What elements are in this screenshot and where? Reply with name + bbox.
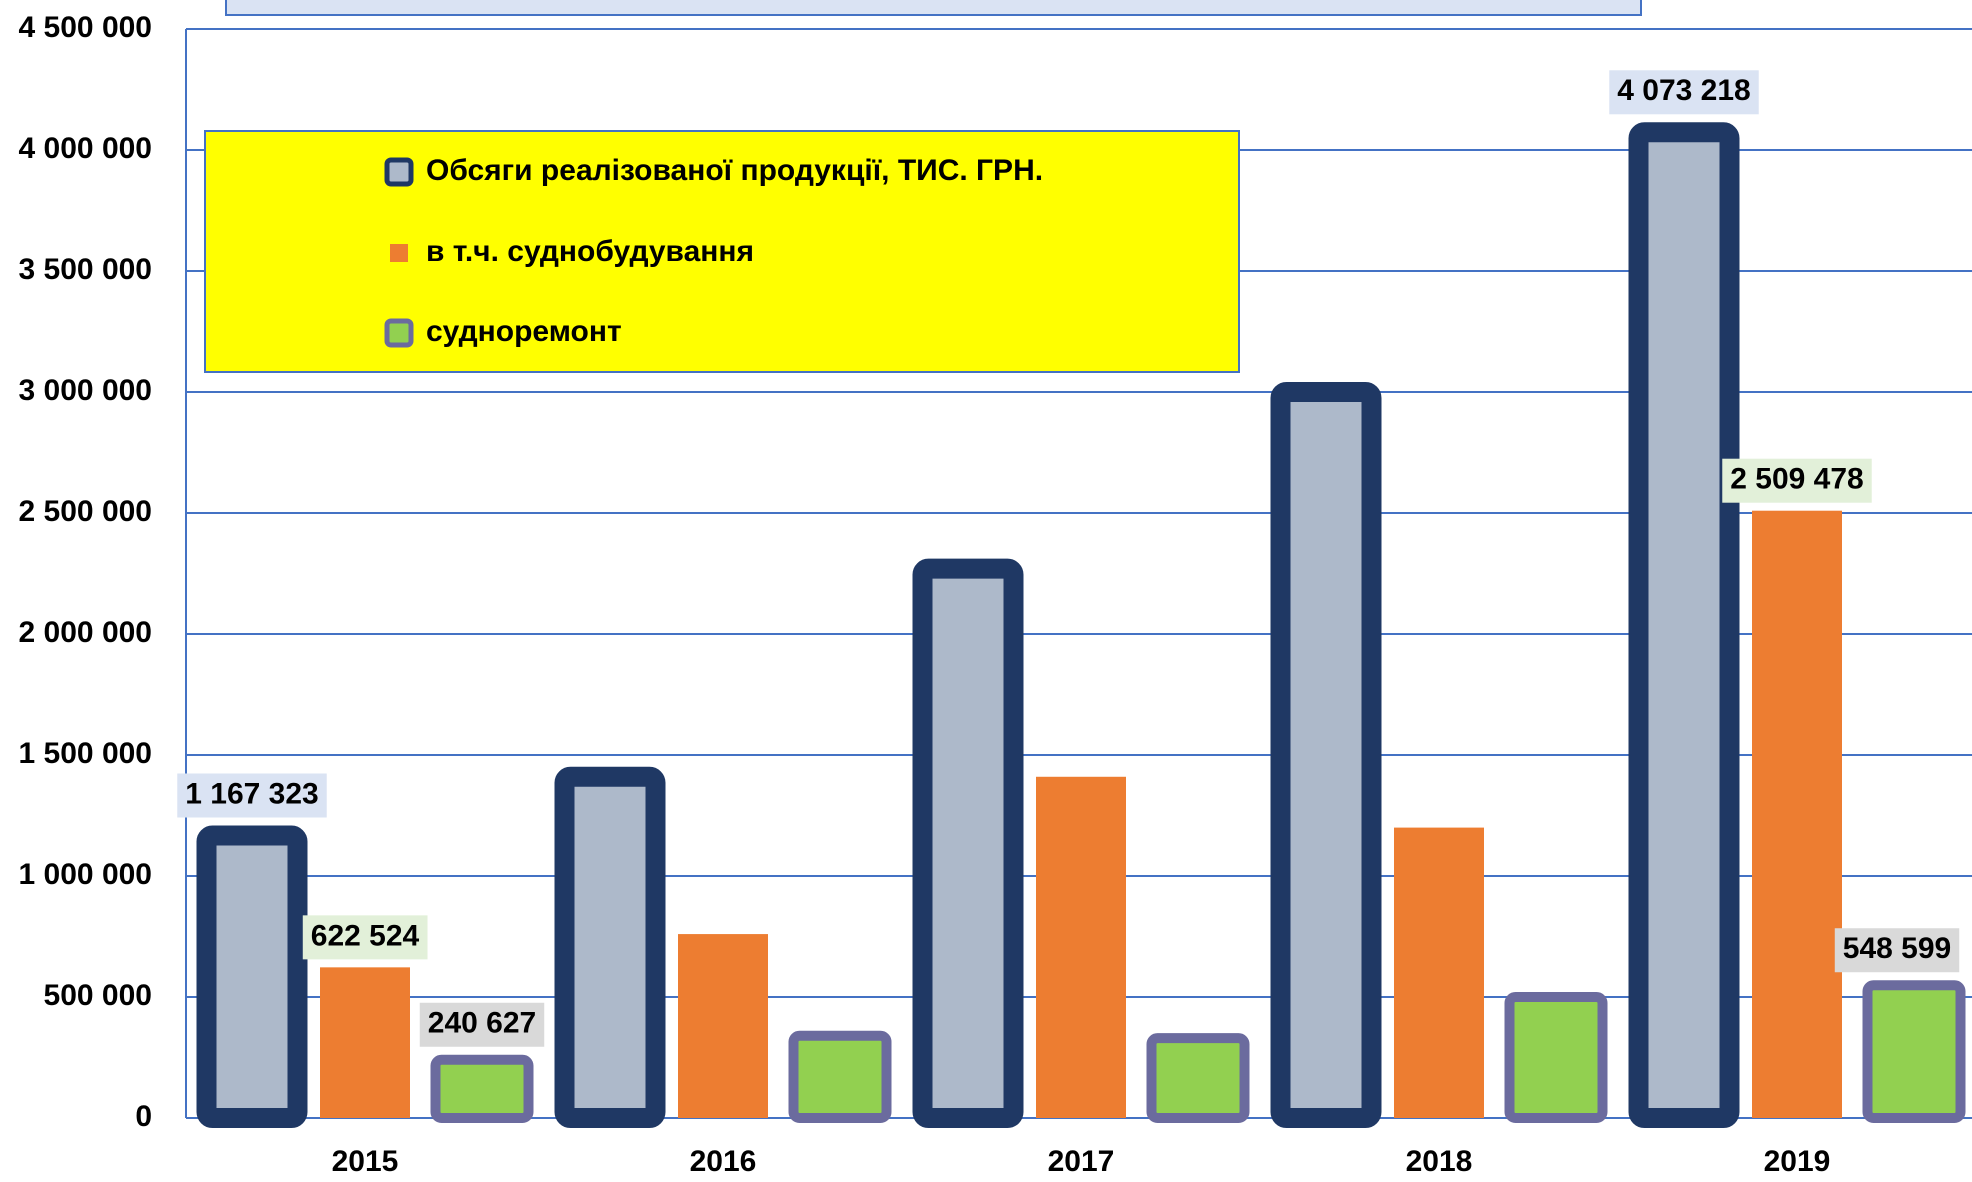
bar bbox=[788, 1030, 892, 1123]
legend-marker bbox=[384, 318, 414, 348]
value-label: 2 509 478 bbox=[1730, 463, 1863, 496]
bar bbox=[430, 1054, 534, 1124]
y-tick-label: 0 bbox=[135, 1100, 152, 1133]
y-tick-label: 2 500 000 bbox=[19, 495, 152, 528]
bar bbox=[1752, 510, 1842, 1119]
bar bbox=[912, 558, 1024, 1128]
value-label-box bbox=[419, 1002, 545, 1047]
x-tick-label: 2019 bbox=[1764, 1145, 1831, 1178]
value-label-box bbox=[177, 773, 327, 818]
legend-label: Обсяги реалізованої продукції, ТИС. ГРН. bbox=[426, 154, 1043, 187]
bar bbox=[196, 825, 308, 1128]
y-tick-label: 4 000 000 bbox=[19, 132, 152, 165]
value-label-box bbox=[1609, 70, 1759, 115]
y-tick-label: 1 500 000 bbox=[19, 737, 152, 770]
y-tick-label: 1 000 000 bbox=[19, 858, 152, 891]
y-tick-label: 4 500 000 bbox=[19, 11, 152, 44]
bar bbox=[1504, 992, 1608, 1123]
x-tick-label: 2017 bbox=[1048, 1145, 1115, 1178]
value-label: 240 627 bbox=[428, 1007, 536, 1040]
x-tick-label: 2015 bbox=[332, 1145, 399, 1178]
bar bbox=[320, 967, 410, 1118]
value-label: 4 073 218 bbox=[1617, 74, 1750, 107]
legend-marker bbox=[384, 157, 414, 187]
bar bbox=[1146, 1033, 1250, 1124]
value-label-box bbox=[1834, 928, 1960, 973]
y-tick-label: 3 500 000 bbox=[19, 253, 152, 286]
y-tick-label: 3 000 000 bbox=[19, 374, 152, 407]
bar bbox=[1036, 776, 1126, 1118]
bar bbox=[1628, 122, 1740, 1128]
legend-label: в т.ч. суднобудування bbox=[426, 235, 754, 268]
bar bbox=[1862, 980, 1966, 1123]
legend-box bbox=[204, 130, 1240, 373]
value-label: 1 167 323 bbox=[185, 777, 318, 810]
legend-marker bbox=[390, 244, 408, 262]
y-tick-label: 2 000 000 bbox=[19, 616, 152, 649]
bar bbox=[554, 766, 666, 1129]
x-tick-label: 2016 bbox=[690, 1145, 757, 1178]
bar bbox=[1270, 382, 1382, 1128]
bar bbox=[1394, 827, 1484, 1118]
value-label-box bbox=[302, 915, 428, 960]
value-label: 548 599 bbox=[1843, 932, 1951, 965]
bar bbox=[678, 934, 768, 1118]
value-label-box bbox=[1722, 458, 1872, 503]
x-tick-label: 2018 bbox=[1406, 1145, 1473, 1178]
y-tick-label: 500 000 bbox=[44, 979, 152, 1012]
legend-label: судноремонт bbox=[426, 315, 622, 348]
value-label: 622 524 bbox=[311, 919, 420, 952]
title-box bbox=[225, 0, 1642, 16]
